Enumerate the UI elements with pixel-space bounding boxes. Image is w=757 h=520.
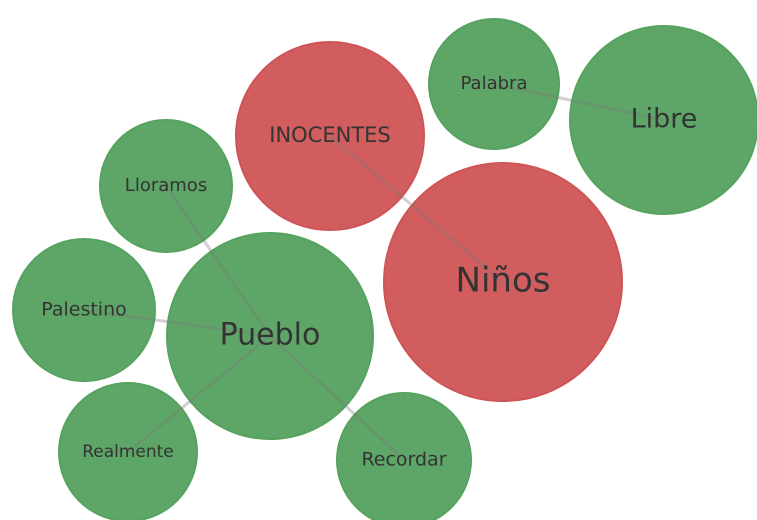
link xyxy=(127,334,271,454)
labels: Palabra Libre INOCENTES Niños Lloramos Pueblo… xyxy=(41,73,697,471)
links xyxy=(83,82,665,462)
bubble xyxy=(166,232,374,440)
bubble-label: Pueblo xyxy=(220,318,321,353)
bubble xyxy=(12,238,156,382)
link xyxy=(164,185,272,337)
link xyxy=(329,134,504,284)
link xyxy=(268,334,406,462)
bubble-label: Lloramos xyxy=(125,175,207,196)
bubble xyxy=(383,162,623,402)
link xyxy=(493,82,665,122)
bubble xyxy=(99,119,233,253)
bubble-label: Libre xyxy=(631,104,698,135)
bubble xyxy=(569,25,757,215)
bubble-label: Niños xyxy=(456,261,551,301)
bubble-label: Palabra xyxy=(461,73,528,94)
bubble xyxy=(235,41,425,231)
bubble xyxy=(58,382,198,520)
bubble-label: Palestino xyxy=(41,299,127,321)
bubble xyxy=(336,392,472,520)
bubbles xyxy=(12,18,757,520)
bubble xyxy=(428,18,560,150)
link xyxy=(83,308,271,338)
bubble-label: Realmente xyxy=(82,442,174,462)
bubble-label: Recordar xyxy=(361,449,446,471)
bubble-label: INOCENTES xyxy=(269,123,391,147)
